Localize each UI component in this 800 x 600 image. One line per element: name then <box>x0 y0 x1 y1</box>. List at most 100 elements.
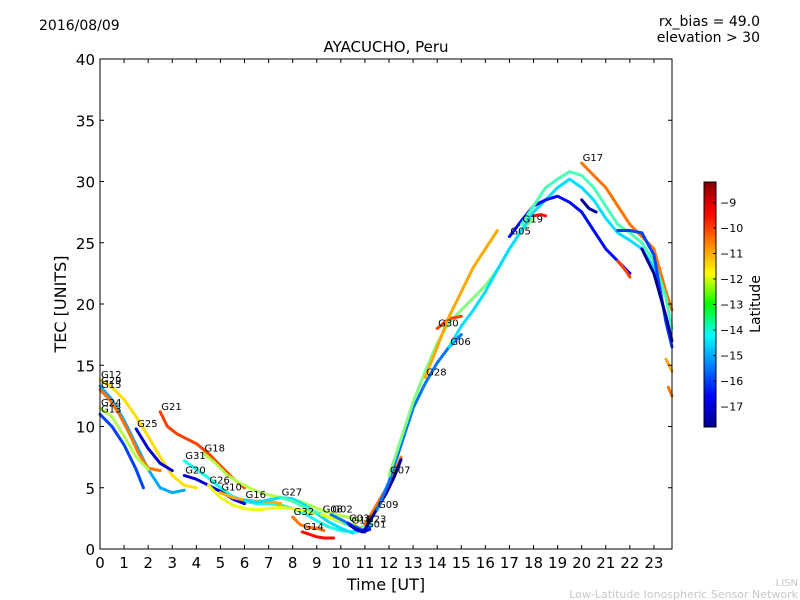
x-tick-label: 11 <box>355 554 374 572</box>
y-tick-label: 20 <box>76 296 95 314</box>
series-label-g19: G19 <box>522 214 542 225</box>
series-label-g25: G25 <box>137 419 157 430</box>
series-label-g10: G10 <box>221 483 241 494</box>
x-tick-label: 2 <box>143 554 153 572</box>
series-label-g21: G21 <box>161 402 181 413</box>
colorbar: −9 −10 −11 −12 −13 −14 −15 −16 −17 Latitude <box>703 181 764 428</box>
x-axis-label: Time [UT] <box>346 575 425 594</box>
x-tick-label: 21 <box>596 554 615 572</box>
x-tick-label: 1 <box>119 554 129 572</box>
x-tick-label: 12 <box>379 554 398 572</box>
y-axis-label: TEC [UNITS] <box>51 256 70 354</box>
colorbar-tick-label: −12 <box>720 273 743 286</box>
series-line-g25 <box>134 427 174 473</box>
x-tick-label: 13 <box>404 554 423 572</box>
series-label-g28: G28 <box>426 368 446 379</box>
x-tick-label: 8 <box>288 554 298 572</box>
y-tick-label: 30 <box>76 174 95 192</box>
y-tick-label: 0 <box>85 541 95 559</box>
x-tick-label: 9 <box>312 554 322 572</box>
series-label-g23: G23 <box>366 515 386 526</box>
colorbar-tick-label: −16 <box>720 375 743 388</box>
y-tick-label: 15 <box>76 357 95 375</box>
series-label-g12: G12 <box>101 370 121 381</box>
y-tick-label: 10 <box>76 419 95 437</box>
series-label-g27: G27 <box>282 488 302 499</box>
series-layer <box>98 161 674 540</box>
x-tick-label: 23 <box>644 554 663 572</box>
series-label-g08: G08 <box>323 505 343 516</box>
series-line-g09 <box>375 333 463 512</box>
series-line-g17 <box>580 161 674 312</box>
series-label-g13: G13 <box>101 404 121 415</box>
y-tick-label: 25 <box>76 235 95 253</box>
series-line-g14 <box>300 530 336 540</box>
series-label-g11: G11 <box>351 516 371 527</box>
x-tick-label: 7 <box>264 554 274 572</box>
colorbar-tick-label: −10 <box>720 222 743 235</box>
series-label-g29: G29 <box>101 376 121 387</box>
y-axis: 0 5 10 15 20 25 30 35 40 <box>76 51 672 559</box>
series-line-g06 <box>447 177 668 349</box>
series-label-g07: G07 <box>390 466 410 477</box>
footer-network: Low-Latitude Ionospheric Sensor Network <box>569 588 798 600</box>
series-label-g02: G02 <box>332 505 352 516</box>
series-line-g11 <box>349 524 367 534</box>
series-label-g15: G15 <box>101 380 121 391</box>
x-tick-label: 22 <box>620 554 639 572</box>
x-tick-label: 17 <box>500 554 519 572</box>
colorbar-tick-label: −13 <box>720 299 743 312</box>
series-label-g18: G18 <box>205 443 225 454</box>
series-line-g28 <box>423 229 499 379</box>
rx-bias-label: rx_bias = 49.0 <box>658 14 760 30</box>
x-tick-label: 18 <box>524 554 543 572</box>
x-tick-label: 16 <box>476 554 495 572</box>
series-label-g24: G24 <box>101 398 121 409</box>
series-label-g31: G31 <box>185 451 205 462</box>
colorbar-label: Latitude <box>748 275 764 333</box>
chart-title: AYACUCHO, Peru <box>323 38 448 56</box>
colorbar-tick-label: −17 <box>720 401 743 414</box>
x-tick-label: 15 <box>452 554 471 572</box>
series-line-g21 <box>158 410 246 490</box>
footer-lisn: LISN <box>776 578 798 589</box>
series-label-g17: G17 <box>583 153 603 164</box>
series-label-g20: G20 <box>185 466 205 477</box>
series-line-unlabeled-36 <box>666 385 674 398</box>
x-tick-label: 10 <box>331 554 350 572</box>
series-label-g26: G26 <box>209 475 229 486</box>
elevation-label: elevation > 30 <box>656 30 760 46</box>
series-line-g20 <box>182 474 246 506</box>
x-tick-label: 6 <box>240 554 250 572</box>
series-line-g13 <box>98 412 145 490</box>
x-tick-label: 3 <box>167 554 177 572</box>
series-label-g16: G16 <box>246 490 266 501</box>
x-tick-label: 19 <box>548 554 567 572</box>
colorbar-tick-label: −11 <box>720 247 743 260</box>
x-tick-label: 5 <box>216 554 226 572</box>
series-line-g12 <box>98 378 198 490</box>
series-label-g14: G14 <box>303 522 323 533</box>
x-axis: 0 1 2 3 4 5 6 7 8 9 10 11 12 13 14 15 16 17 18 19 20 21 22 23 <box>95 59 663 572</box>
colorbar-tick-label: −14 <box>720 324 743 337</box>
series-label-g06: G06 <box>450 337 470 348</box>
colorbar-tick-label: −9 <box>720 196 736 209</box>
date-label: 2016/08/09 <box>39 18 120 34</box>
series-label-g01: G01 <box>366 519 386 530</box>
series-line-g32 <box>291 515 326 533</box>
series-line-unlabeled-31 <box>580 198 598 214</box>
series-label-g05: G05 <box>510 227 530 238</box>
x-tick-label: 0 <box>95 554 105 572</box>
series-line-unlabeled-34 <box>616 259 632 279</box>
series-line-unlabeled-33 <box>640 247 674 343</box>
series-line-g24 <box>98 406 150 471</box>
y-tick-label: 40 <box>76 51 95 69</box>
series-label-g30: G30 <box>438 319 458 330</box>
y-tick-label: 35 <box>76 112 95 130</box>
series-label-g09: G09 <box>378 500 398 511</box>
x-tick-label: 14 <box>428 554 447 572</box>
series-label-g32: G32 <box>294 507 314 518</box>
series-label-g03: G03 <box>349 513 369 524</box>
